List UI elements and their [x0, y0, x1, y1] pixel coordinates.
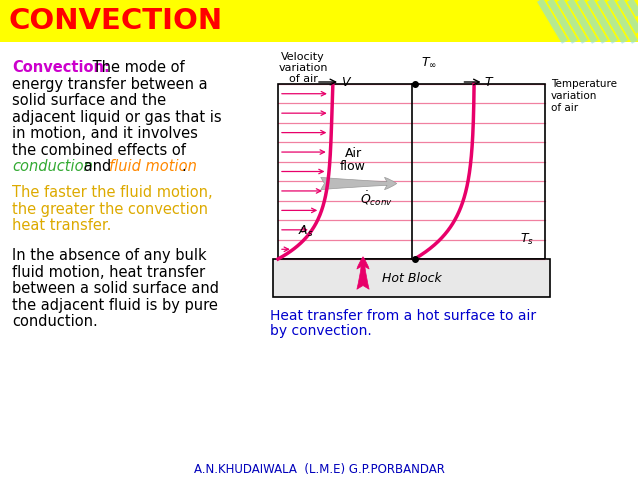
- Text: A.N.KHUDAIWALA  (L.M.E) G.P.PORBANDAR: A.N.KHUDAIWALA (L.M.E) G.P.PORBANDAR: [193, 463, 445, 476]
- Text: $T_\infty$: $T_\infty$: [422, 56, 438, 69]
- Text: the greater the convection: the greater the convection: [12, 202, 208, 217]
- Text: in motion, and it involves: in motion, and it involves: [12, 126, 198, 141]
- Text: fluid motion, heat transfer: fluid motion, heat transfer: [12, 264, 205, 280]
- Text: $\dot{Q}_{conv}$: $\dot{Q}_{conv}$: [360, 190, 392, 208]
- Text: $A_s$: $A_s$: [298, 223, 314, 239]
- Text: heat transfer.: heat transfer.: [12, 218, 112, 233]
- Text: adjacent liquid or gas that is: adjacent liquid or gas that is: [12, 110, 221, 125]
- Text: flow: flow: [340, 160, 366, 173]
- Text: conduction: conduction: [12, 159, 93, 174]
- Text: V: V: [341, 76, 350, 89]
- Text: by convection.: by convection.: [270, 324, 372, 338]
- Text: Heat transfer from a hot surface to air: Heat transfer from a hot surface to air: [270, 309, 536, 323]
- Text: the adjacent fluid is by pure: the adjacent fluid is by pure: [12, 297, 218, 313]
- Text: The faster the fluid motion,: The faster the fluid motion,: [12, 185, 212, 200]
- Text: Velocity: Velocity: [281, 52, 325, 62]
- Text: and: and: [79, 159, 116, 174]
- Text: of air: of air: [551, 103, 578, 113]
- Text: fluid motion: fluid motion: [109, 159, 197, 174]
- Text: solid surface and the: solid surface and the: [12, 93, 166, 108]
- Text: of air: of air: [288, 74, 318, 84]
- Text: Hot Block: Hot Block: [382, 272, 441, 285]
- Text: In the absence of any bulk: In the absence of any bulk: [12, 248, 207, 263]
- Text: conduction.: conduction.: [12, 314, 98, 329]
- Text: $T_s$: $T_s$: [520, 231, 534, 247]
- Bar: [278, 84, 545, 259]
- Text: Air: Air: [345, 147, 362, 160]
- Text: variation: variation: [278, 63, 328, 73]
- Text: Temperature: Temperature: [551, 79, 617, 89]
- Text: CONVECTION: CONVECTION: [8, 7, 222, 35]
- Text: .: .: [181, 159, 186, 174]
- Text: the combined effects of: the combined effects of: [12, 142, 186, 158]
- Bar: [273, 259, 550, 297]
- Bar: [0, 0, 638, 42]
- Text: variation: variation: [551, 91, 597, 101]
- Text: The mode of: The mode of: [88, 60, 184, 75]
- Text: between a solid surface and: between a solid surface and: [12, 281, 219, 296]
- Text: T: T: [484, 76, 492, 89]
- Text: energy transfer between a: energy transfer between a: [12, 77, 207, 91]
- Text: Convection:: Convection:: [12, 60, 110, 75]
